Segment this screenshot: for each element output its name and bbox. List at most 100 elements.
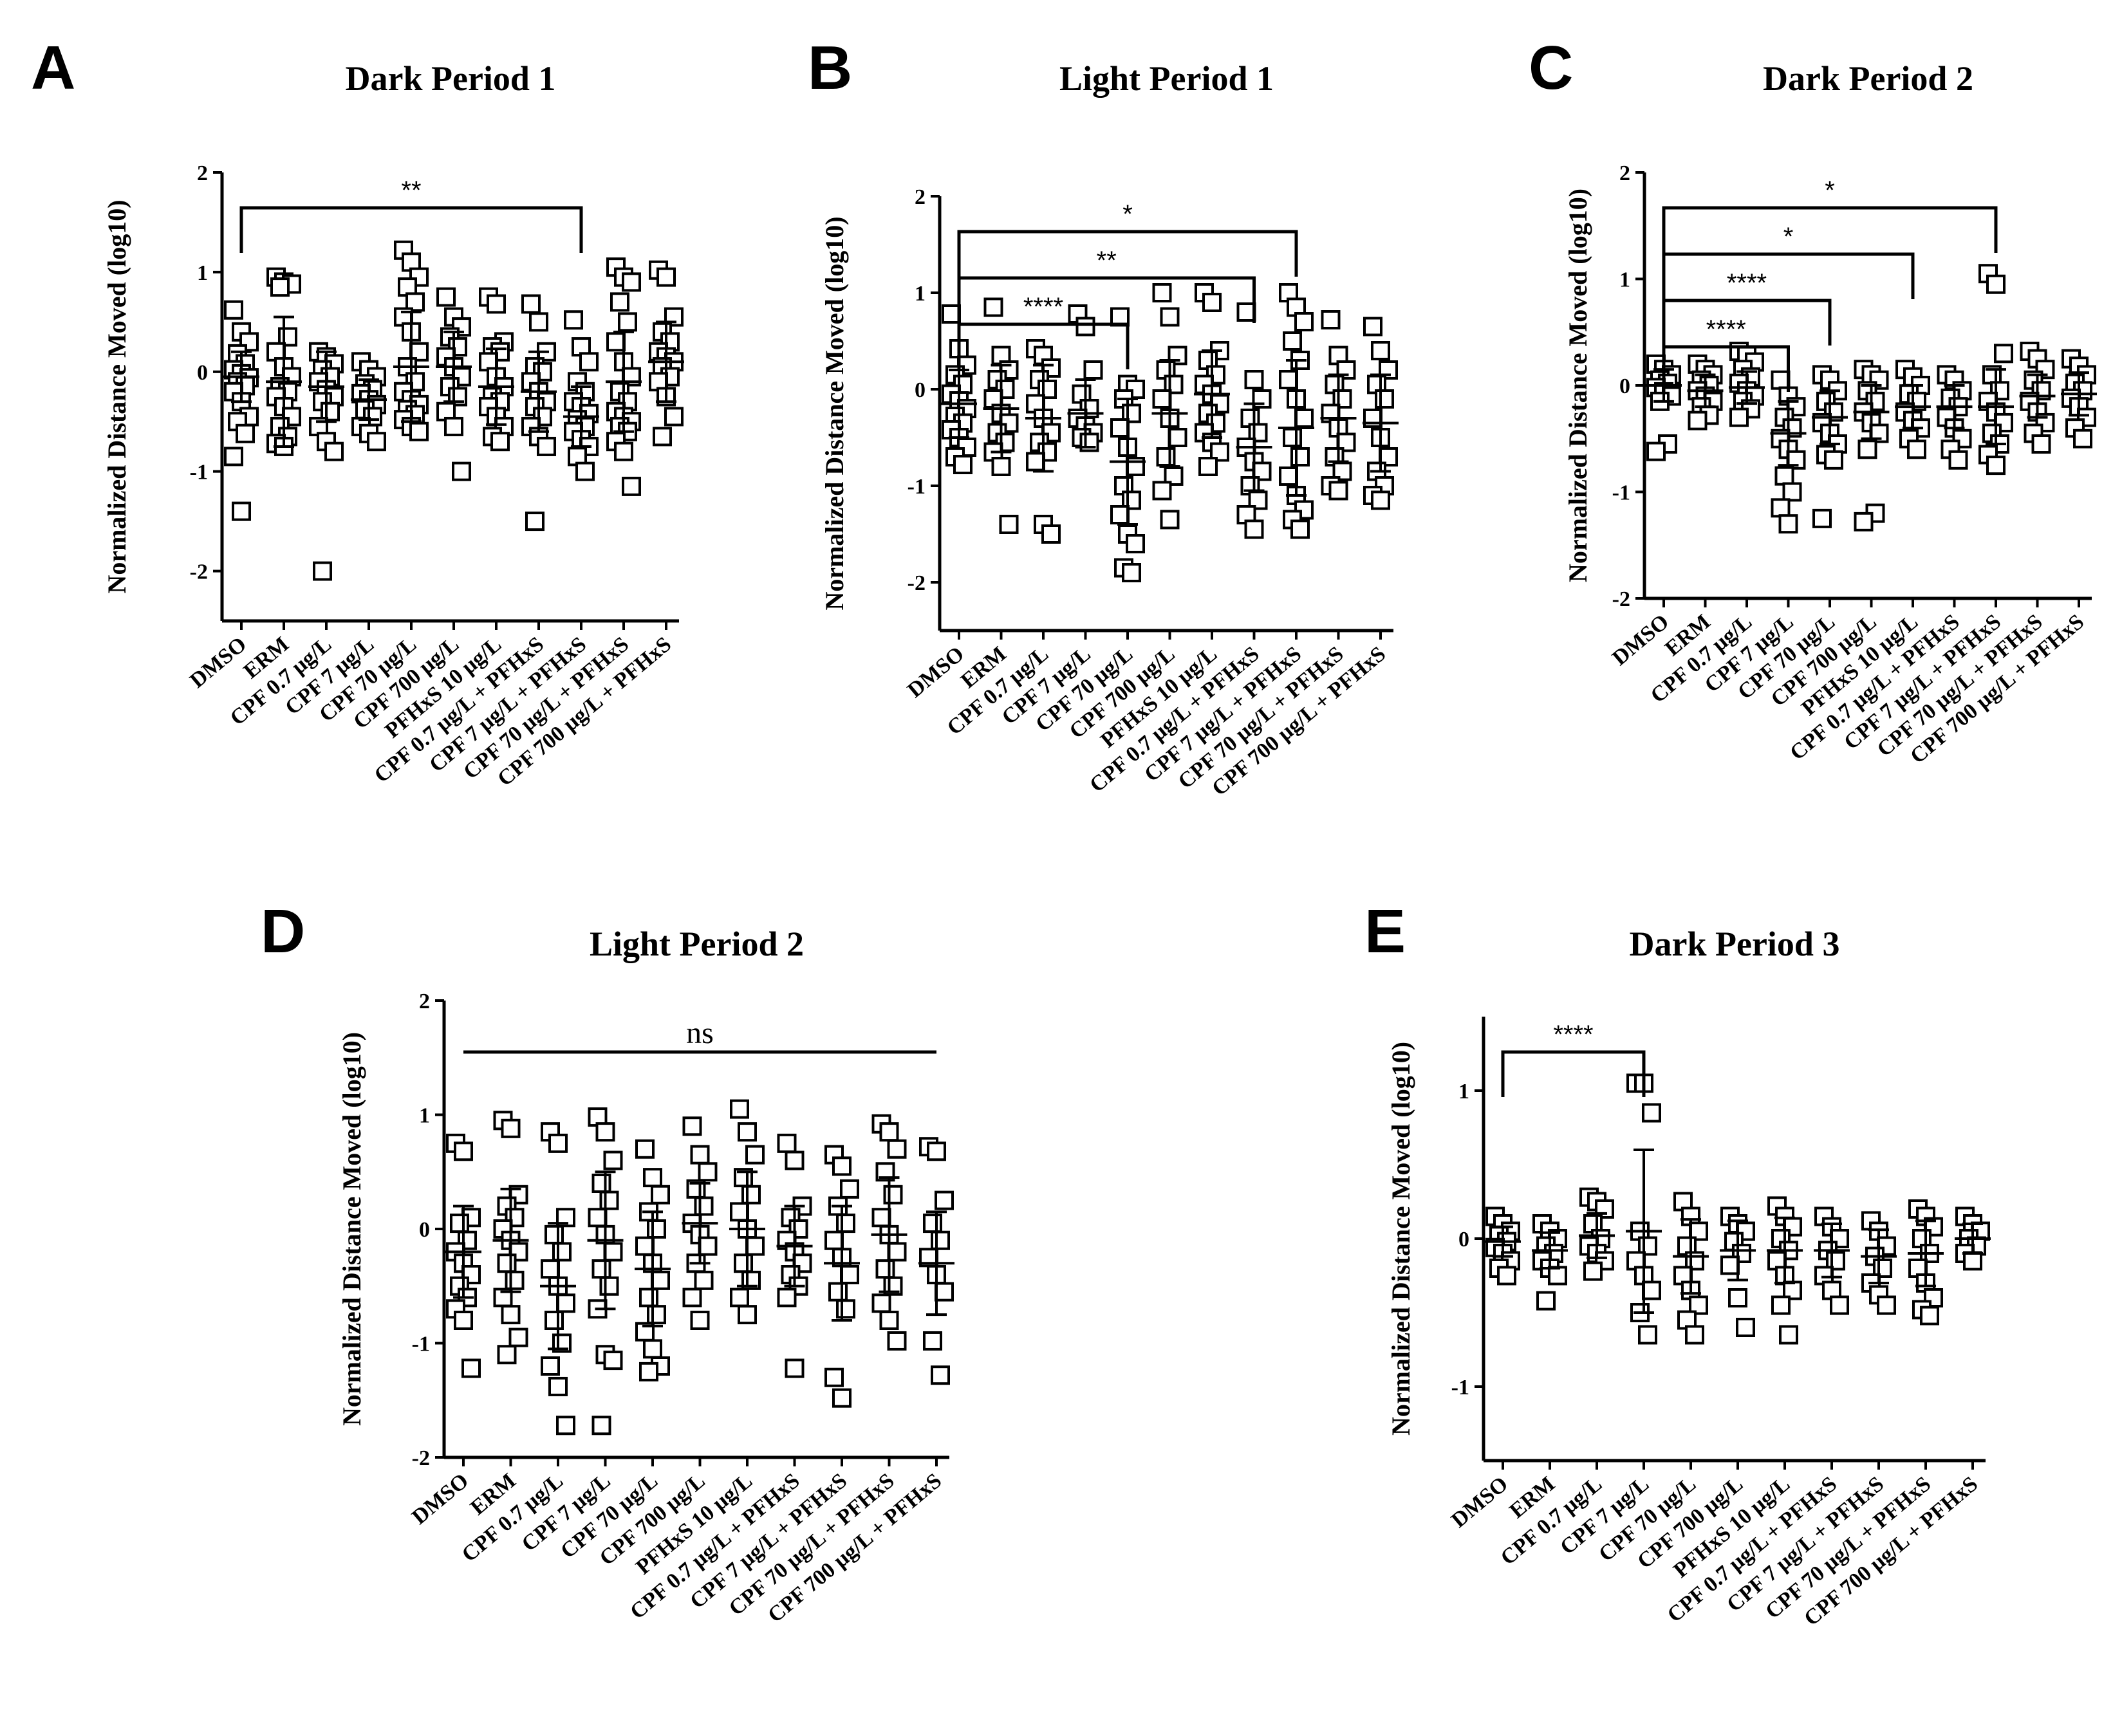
data-point — [548, 1376, 568, 1396]
series-group — [308, 342, 344, 581]
data-point — [1857, 439, 1877, 459]
series-group — [1936, 365, 1973, 470]
data-point — [682, 1116, 702, 1136]
data-point — [1198, 457, 1218, 476]
significance-label: * — [1825, 176, 1835, 205]
data-point — [694, 1270, 714, 1290]
data-point — [1771, 1295, 1791, 1315]
chart-title: Dark Period 3 — [1630, 925, 1840, 963]
data-point — [656, 267, 676, 287]
series-group — [1767, 1196, 1803, 1345]
series-group — [2019, 342, 2056, 454]
data-point — [1075, 317, 1095, 337]
series-group — [478, 287, 514, 452]
series-group — [1687, 354, 1724, 430]
data-point — [591, 1174, 611, 1193]
data-point — [497, 1345, 517, 1365]
panel-e: E Dark Period 3 -1 0 1 Normalized Distance Mo… — [1364, 897, 1991, 1630]
series-group — [1236, 302, 1272, 539]
data-point — [1583, 1261, 1603, 1281]
data-point — [1290, 519, 1310, 539]
y-tick-label: 2 — [1619, 162, 1630, 185]
data-point — [1152, 283, 1172, 302]
data-point — [694, 1196, 714, 1216]
data-point — [1782, 482, 1802, 502]
data-point — [698, 1162, 718, 1182]
data-point — [1279, 370, 1298, 389]
data-point — [1642, 1103, 1661, 1123]
data-point — [610, 292, 629, 312]
significance-label: **** — [1023, 293, 1063, 321]
data-point — [614, 441, 633, 461]
y-tick-label: 1 — [915, 282, 926, 306]
data-point — [1688, 411, 1708, 430]
data-point — [1152, 389, 1172, 409]
data-point — [1321, 310, 1341, 329]
data-point — [1371, 341, 1390, 360]
data-point — [942, 304, 961, 324]
data-point — [521, 294, 541, 314]
series-group — [1729, 342, 1765, 427]
series-group — [648, 260, 684, 447]
y-tick-label: -1 — [1612, 481, 1630, 505]
data-point — [1244, 519, 1264, 539]
series-group — [563, 310, 599, 481]
data-point — [745, 1236, 765, 1256]
data-point — [824, 1230, 844, 1250]
data-point — [643, 1168, 662, 1188]
data-point — [1994, 412, 2013, 432]
series-group — [1278, 283, 1314, 539]
data-point — [1824, 450, 1843, 470]
panel-letter: E — [1364, 897, 1406, 966]
series-group — [1895, 360, 1931, 459]
x-tick-label: DMSO — [185, 633, 251, 693]
data-point — [367, 432, 386, 452]
data-point — [1110, 505, 1130, 524]
data-point — [1279, 466, 1298, 486]
data-point — [487, 294, 506, 314]
y-tick-label: -2 — [412, 1446, 430, 1470]
x-tick-label: DMSO — [1447, 1472, 1512, 1533]
data-point — [278, 327, 297, 347]
data-point — [622, 272, 641, 292]
data-point — [497, 1253, 517, 1273]
significance-bracket — [1501, 1050, 1646, 1097]
data-point — [541, 1356, 560, 1376]
y-tick-label: -1 — [412, 1333, 430, 1356]
panel-d: D Light Period 2 -2 -1 0 1 2 Normalized Distanc… — [261, 897, 954, 1627]
series-group — [1025, 339, 1061, 544]
data-point — [603, 1150, 623, 1170]
data-point — [1371, 490, 1390, 510]
series-group — [1908, 1199, 1944, 1325]
data-point — [501, 1305, 521, 1325]
data-point — [450, 1214, 469, 1233]
data-point — [606, 332, 626, 352]
data-point — [1771, 498, 1791, 518]
series-group — [941, 304, 977, 474]
data-point — [1736, 1318, 1755, 1337]
data-point — [1336, 360, 1356, 380]
data-point — [436, 287, 456, 307]
data-point — [599, 1276, 619, 1296]
data-point — [1729, 407, 1749, 427]
series-group — [824, 1145, 860, 1408]
data-point — [635, 1236, 655, 1256]
data-point — [541, 1259, 560, 1279]
data-point — [1244, 370, 1264, 389]
data-point — [1236, 302, 1256, 322]
data-point — [923, 1214, 942, 1233]
data-point — [745, 1145, 765, 1165]
data-point — [501, 1118, 521, 1138]
data-point — [1732, 1244, 1751, 1263]
data-point — [836, 1214, 855, 1233]
data-point — [682, 1288, 702, 1307]
data-point — [454, 1311, 473, 1330]
data-point — [552, 1242, 572, 1262]
y-tick-label: 0 — [197, 361, 208, 385]
series-group — [2061, 349, 2097, 448]
data-point — [664, 407, 684, 427]
data-point — [2031, 434, 2051, 454]
data-point — [953, 455, 973, 474]
data-point — [454, 1141, 473, 1161]
data-point — [556, 1416, 575, 1436]
